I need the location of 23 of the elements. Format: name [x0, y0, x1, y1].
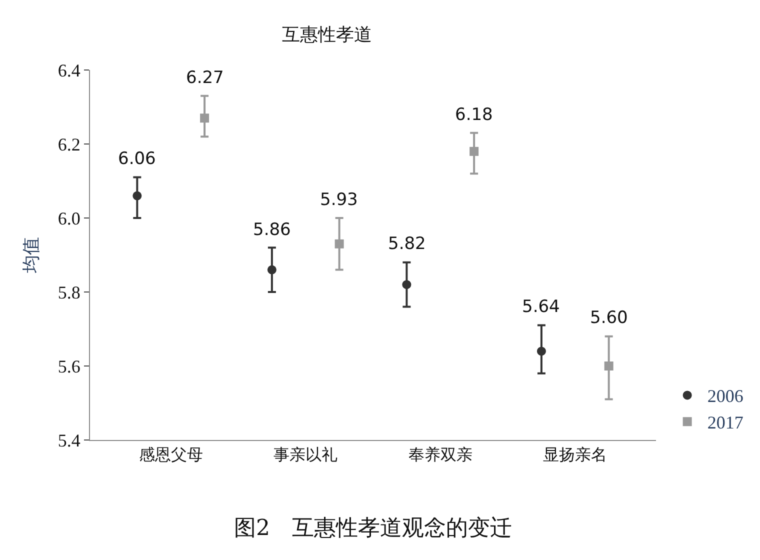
y-tick-label: 6.0 — [58, 208, 80, 228]
data-label: 6.18 — [455, 105, 493, 125]
y-axis-title: 均值 — [21, 237, 42, 274]
x-tick-label: 显扬亲名 — [543, 445, 608, 464]
y-tick-label: 5.6 — [58, 356, 80, 376]
data-label: 5.64 — [522, 297, 560, 317]
legend-label: 2017 — [707, 412, 744, 433]
y-tick-label: 6.4 — [58, 60, 80, 80]
chart-title: 互惠性孝道 — [282, 24, 372, 46]
x-tick-label: 事亲以礼 — [274, 445, 338, 464]
x-tick-label: 奉养双亲 — [408, 445, 472, 464]
x-tick-label: 感恩父母 — [138, 445, 203, 464]
y-tick-label: 6.2 — [58, 134, 80, 154]
data-label: 5.86 — [253, 220, 291, 240]
data-label: 6.06 — [118, 149, 156, 169]
data-label: 5.93 — [320, 190, 358, 210]
caption: 图2 互惠性孝道观念的变迁 — [234, 516, 512, 541]
y-tick-label: 5.8 — [58, 282, 80, 302]
data-label: 6.27 — [186, 68, 224, 88]
data-label: 5.82 — [388, 234, 426, 254]
y-tick-label: 5.4 — [58, 430, 80, 450]
legend-label: 2006 — [707, 386, 744, 406]
data-label: 5.60 — [590, 308, 628, 328]
